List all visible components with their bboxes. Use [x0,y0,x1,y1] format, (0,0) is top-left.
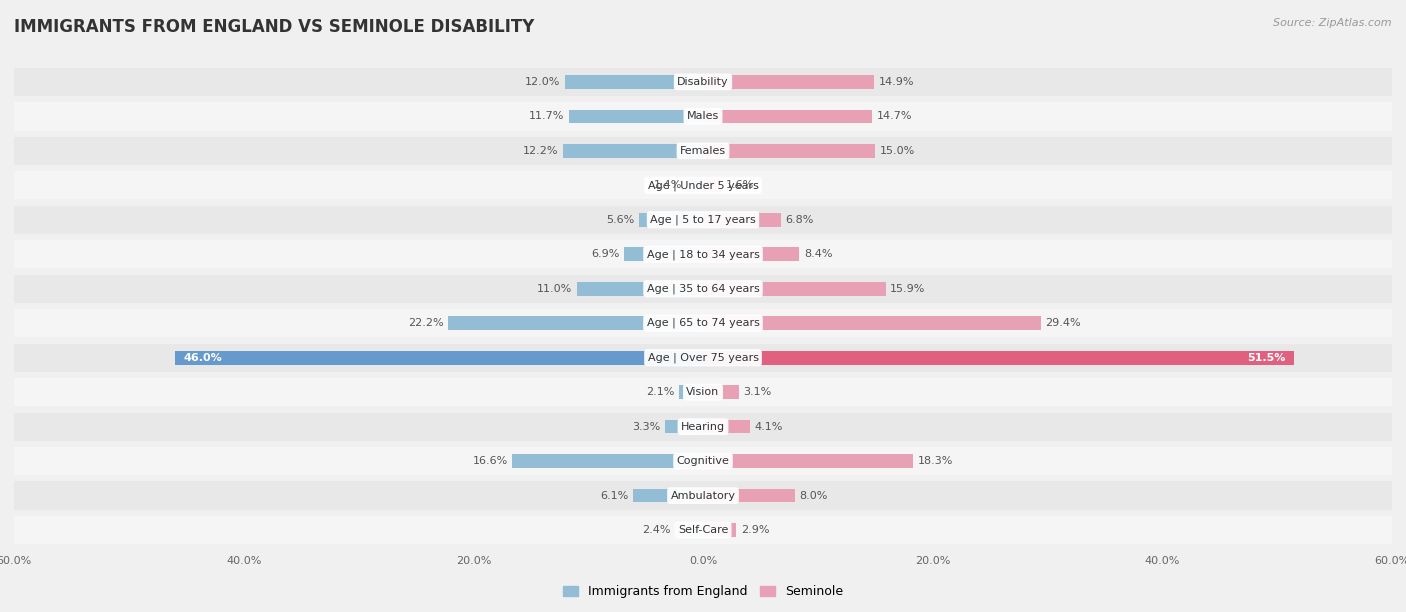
Bar [703,110,872,123]
Text: 3.1%: 3.1% [744,387,772,397]
Text: Ambulatory: Ambulatory [671,491,735,501]
Text: 51.5%: 51.5% [1247,353,1285,363]
Text: 11.0%: 11.0% [537,284,572,294]
Bar [14,136,1392,165]
Text: 14.7%: 14.7% [876,111,912,121]
Bar [703,489,794,502]
Text: 2.1%: 2.1% [645,387,675,397]
Bar [14,343,1392,372]
Text: 16.6%: 16.6% [472,456,508,466]
Bar [703,213,782,226]
Text: 2.4%: 2.4% [643,525,671,535]
Bar [14,309,1392,337]
Bar [675,523,703,537]
Text: 14.9%: 14.9% [879,77,914,87]
Text: Cognitive: Cognitive [676,456,730,466]
Text: Females: Females [681,146,725,156]
Text: 8.0%: 8.0% [800,491,828,501]
Text: 29.4%: 29.4% [1045,318,1081,328]
Bar [703,282,886,296]
Text: IMMIGRANTS FROM ENGLAND VS SEMINOLE DISABILITY: IMMIGRANTS FROM ENGLAND VS SEMINOLE DISA… [14,18,534,36]
Text: Age | 35 to 64 years: Age | 35 to 64 years [647,283,759,294]
Bar [449,316,703,330]
Text: Age | 18 to 34 years: Age | 18 to 34 years [647,249,759,259]
Text: 11.7%: 11.7% [529,111,564,121]
Text: Disability: Disability [678,77,728,87]
Bar [512,454,703,468]
Bar [14,102,1392,130]
Bar [14,68,1392,96]
Bar [14,206,1392,234]
Bar [665,420,703,433]
Bar [565,75,703,89]
Text: 6.1%: 6.1% [600,491,628,501]
Bar [14,412,1392,441]
Bar [703,386,738,399]
Text: 1.6%: 1.6% [725,181,754,190]
Text: Self-Care: Self-Care [678,525,728,535]
Text: 15.0%: 15.0% [880,146,915,156]
Text: 1.4%: 1.4% [654,181,682,190]
Text: 5.6%: 5.6% [606,215,634,225]
Text: 18.3%: 18.3% [918,456,953,466]
Text: 3.3%: 3.3% [633,422,661,431]
Bar [14,447,1392,476]
Text: Vision: Vision [686,387,720,397]
Bar [576,282,703,296]
Text: Males: Males [688,111,718,121]
Text: 22.2%: 22.2% [408,318,443,328]
Text: 6.8%: 6.8% [786,215,814,225]
Text: 8.4%: 8.4% [804,249,832,259]
Text: 46.0%: 46.0% [184,353,222,363]
Legend: Immigrants from England, Seminole: Immigrants from England, Seminole [558,580,848,603]
Bar [562,144,703,158]
Bar [703,454,912,468]
Bar [703,179,721,192]
Bar [703,351,1295,365]
Bar [624,247,703,261]
Text: Hearing: Hearing [681,422,725,431]
Text: 4.1%: 4.1% [755,422,783,431]
Bar [568,110,703,123]
Text: Age | 5 to 17 years: Age | 5 to 17 years [650,215,756,225]
Bar [703,144,875,158]
Text: Source: ZipAtlas.com: Source: ZipAtlas.com [1274,18,1392,28]
Text: Age | 65 to 74 years: Age | 65 to 74 years [647,318,759,329]
Bar [14,516,1392,544]
Bar [14,275,1392,303]
Text: 2.9%: 2.9% [741,525,769,535]
Bar [14,378,1392,406]
Bar [14,171,1392,200]
Bar [688,179,703,192]
Bar [633,489,703,502]
Bar [174,351,703,365]
Text: Age | Over 75 years: Age | Over 75 years [648,353,758,363]
Bar [703,316,1040,330]
Bar [703,247,800,261]
Bar [703,523,737,537]
Text: 12.0%: 12.0% [526,77,561,87]
Text: 12.2%: 12.2% [523,146,558,156]
Bar [14,482,1392,510]
Bar [679,386,703,399]
Text: 15.9%: 15.9% [890,284,925,294]
Text: Age | Under 5 years: Age | Under 5 years [648,180,758,190]
Text: 6.9%: 6.9% [591,249,619,259]
Bar [703,75,875,89]
Bar [703,420,749,433]
Bar [638,213,703,226]
Bar [14,240,1392,269]
